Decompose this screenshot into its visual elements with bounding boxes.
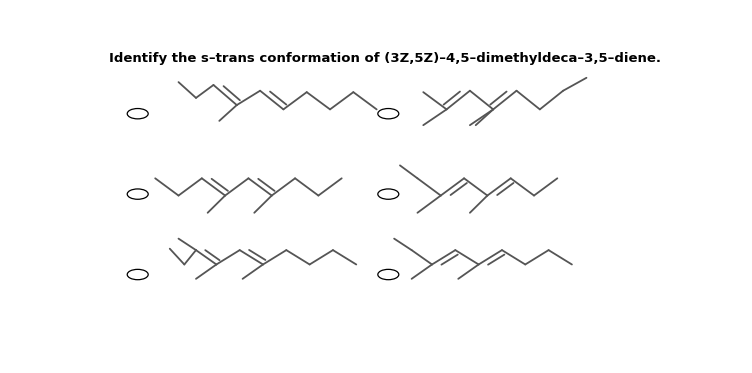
Text: Identify the s–trans conformation of (3Z,5Z)–4,5–dimethyldeca–3,5–diene.: Identify the s–trans conformation of (3Z…	[109, 52, 662, 65]
